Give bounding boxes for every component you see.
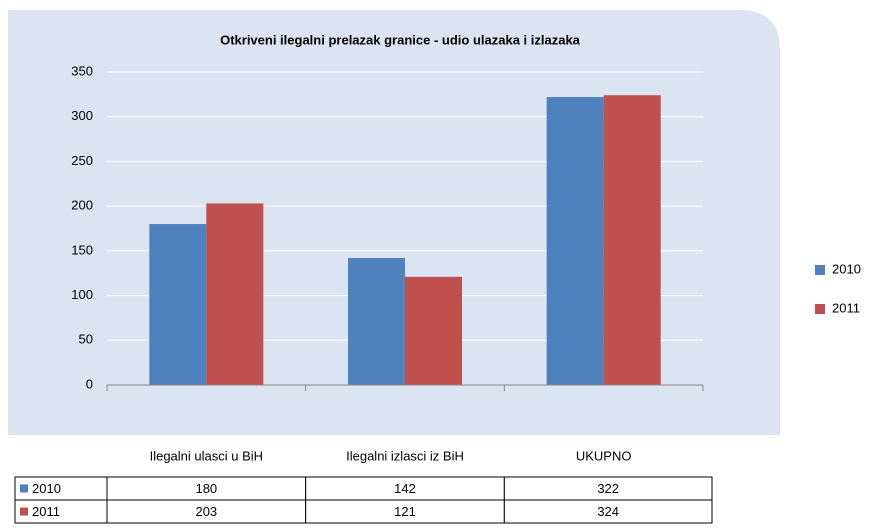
y-tick-label: 250	[71, 153, 93, 168]
legend-label: 2011	[832, 300, 860, 315]
table-series-label: 2010	[32, 481, 61, 496]
table-cell-value: 180	[195, 481, 217, 496]
table-cell	[503, 499, 713, 524]
y-tick-label: 300	[71, 108, 93, 123]
table-cell-value: 322	[597, 481, 619, 496]
table-row-header	[14, 476, 108, 501]
legend-swatch	[815, 304, 825, 314]
bar	[206, 203, 264, 385]
legend-label: 2010	[832, 261, 861, 276]
table-cell-value: 203	[195, 504, 217, 519]
x-tick-label: UKUPNO	[576, 448, 632, 463]
table-cell-value: 121	[394, 504, 416, 519]
y-tick-label: 100	[71, 287, 93, 302]
table-row-header	[14, 499, 108, 524]
table-swatch	[20, 507, 28, 516]
y-tick-label: 50	[79, 332, 93, 347]
y-tick-label: 0	[86, 376, 93, 391]
x-tick-label: Ilegalni izlasci iz BiH	[346, 448, 464, 463]
bar	[405, 276, 462, 385]
table-swatch	[20, 484, 28, 493]
table-cell-value: 142	[394, 481, 416, 496]
table-cell-value: 324	[597, 504, 619, 519]
table-series-label: 2011	[32, 504, 60, 519]
legend-swatch	[815, 265, 825, 275]
bar	[603, 95, 661, 385]
x-tick-label: Ilegalni ulasci u BiH	[150, 448, 263, 463]
bar	[546, 97, 604, 385]
y-tick-label: 200	[71, 198, 93, 213]
bar	[348, 258, 405, 385]
y-tick-label: 350	[71, 63, 93, 78]
bar	[149, 224, 207, 385]
chart-title: Otkriveni ilegalni prelazak granice - ud…	[220, 32, 581, 47]
y-tick-label: 150	[71, 242, 93, 257]
